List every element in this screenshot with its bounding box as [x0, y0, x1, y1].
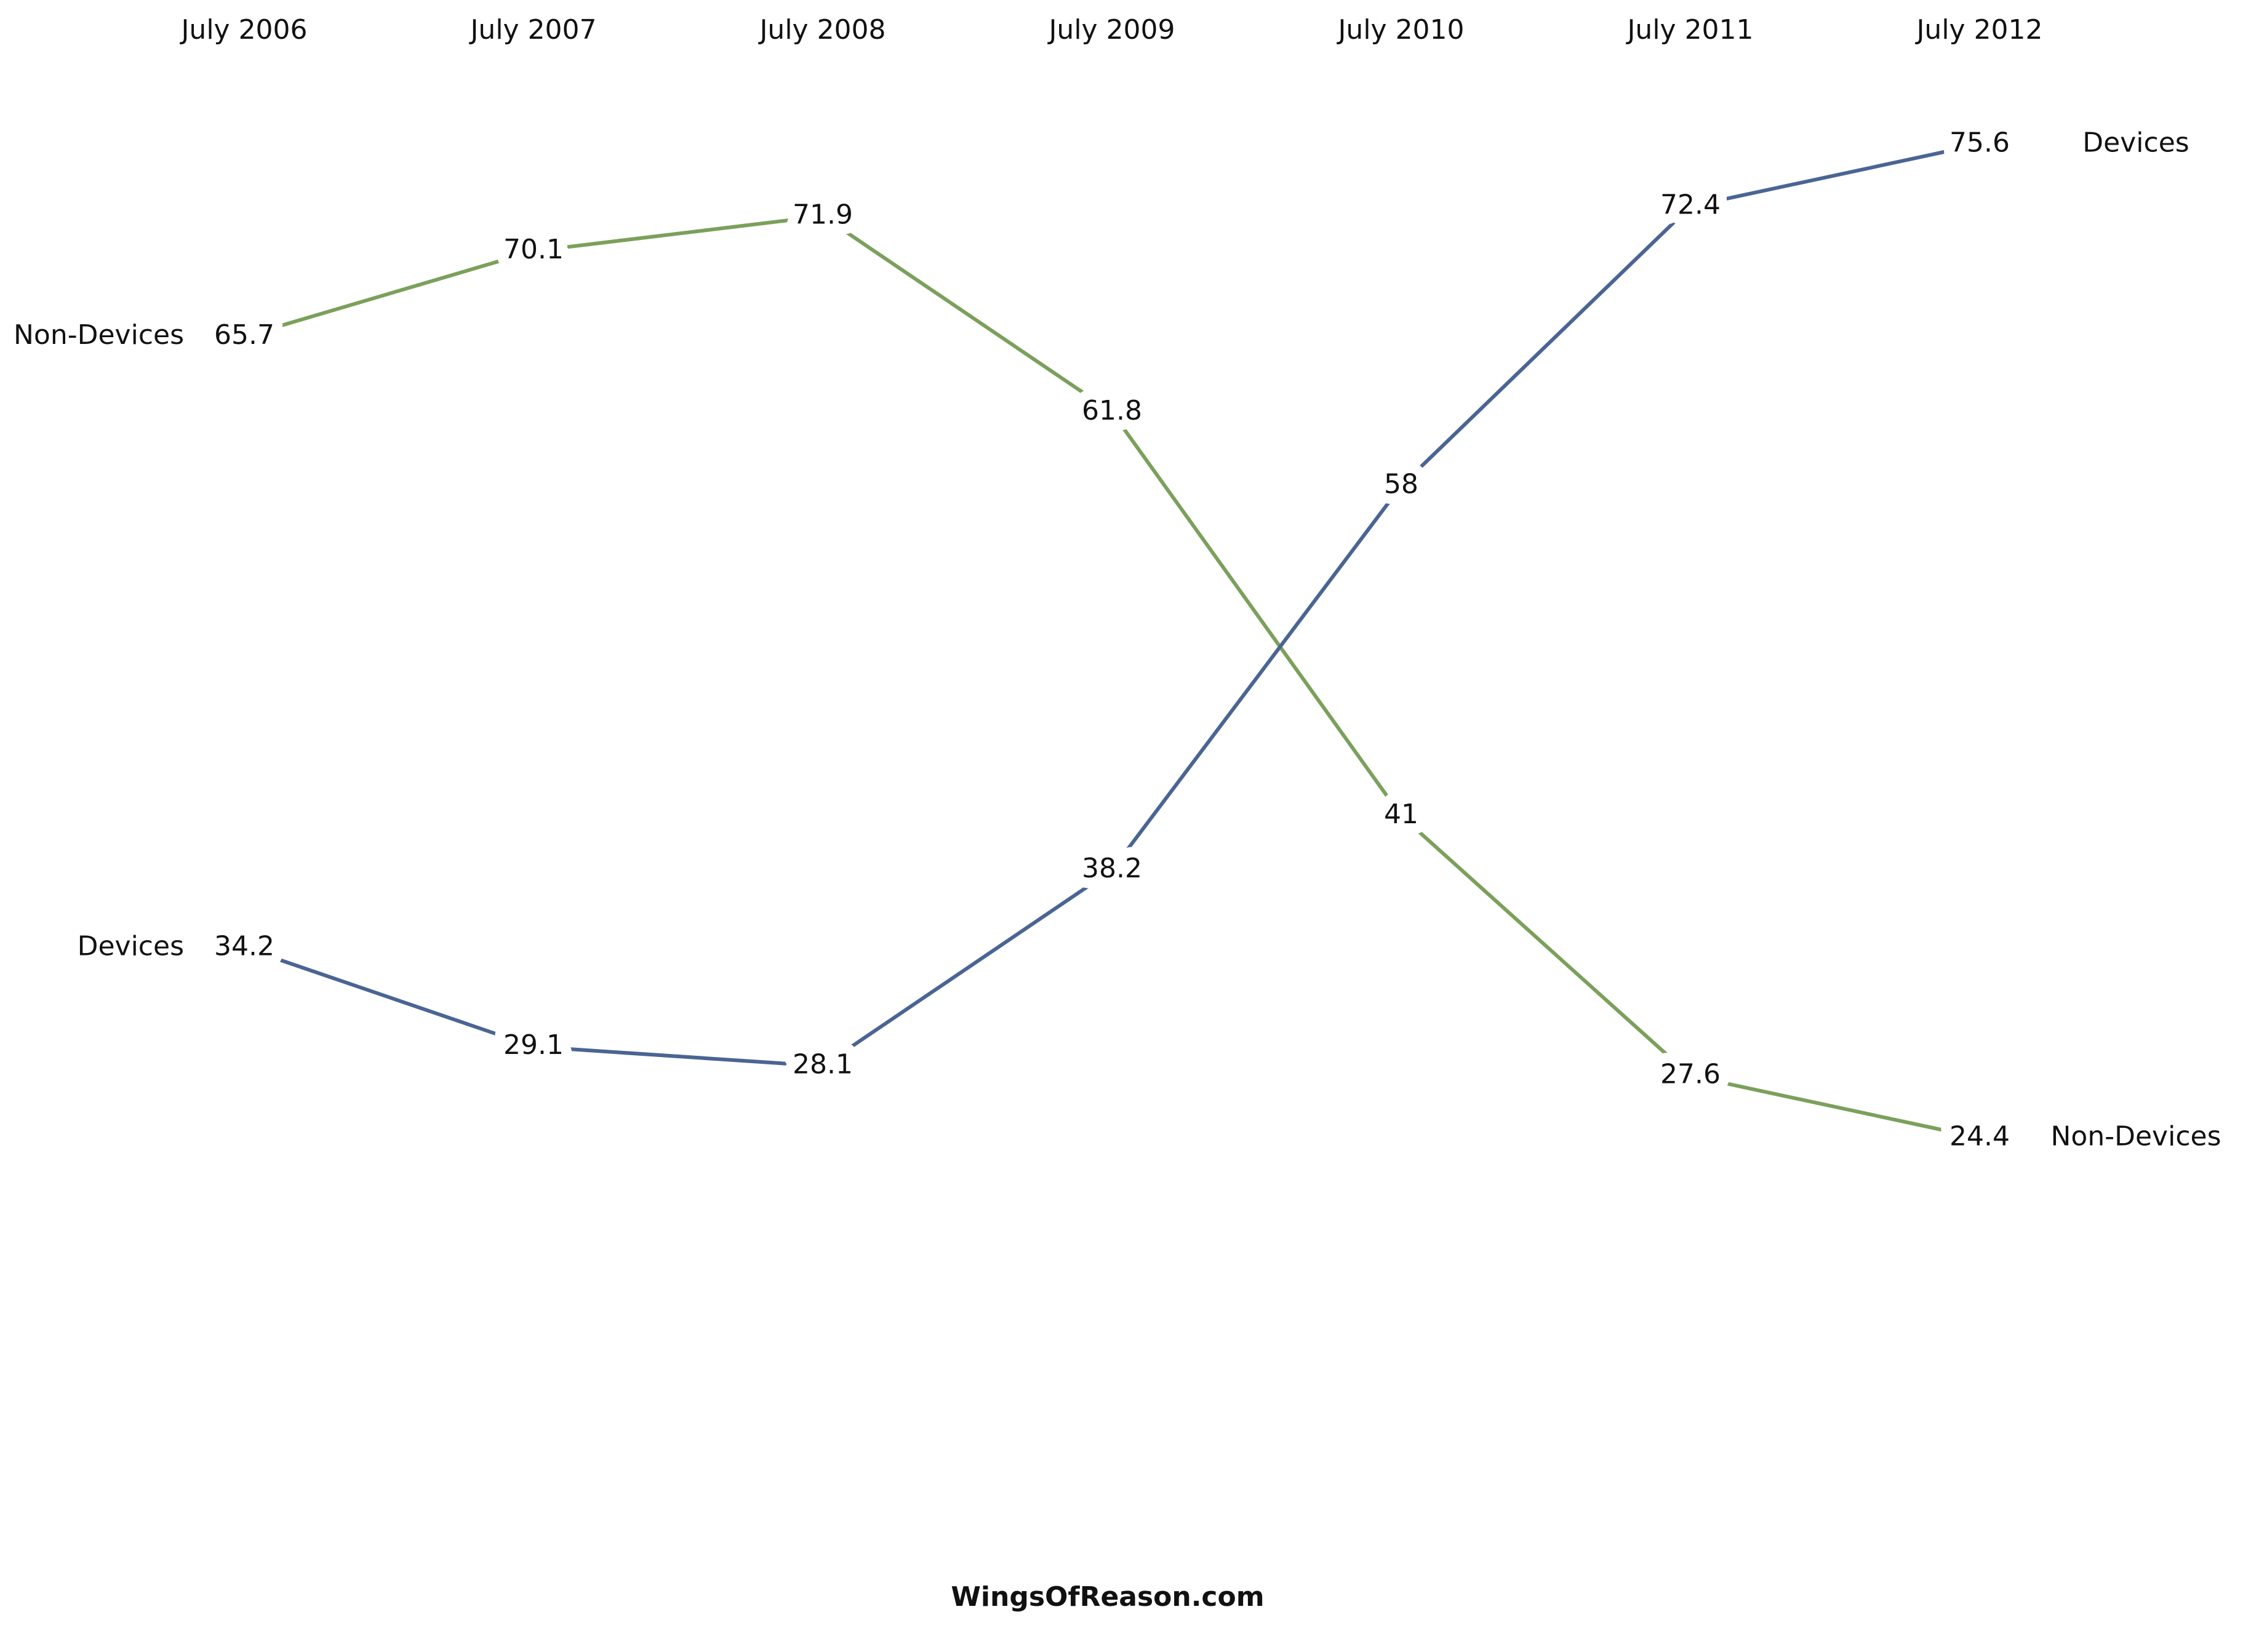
value-label: 58 [1384, 469, 1418, 500]
series-line [244, 142, 1980, 1068]
value-label: 38.2 [1082, 853, 1142, 884]
x-category-label: July 2011 [1625, 14, 1753, 46]
credit: WingsOfReason.com [951, 1581, 1264, 1613]
lines [244, 142, 1980, 1140]
series-label-end: Devices [2082, 127, 2189, 159]
value-label: 61.8 [1082, 395, 1142, 426]
series-label-end: Non-Devices [2051, 1120, 2221, 1152]
x-category-label: July 2010 [1336, 14, 1464, 46]
value-label: 75.6 [1949, 127, 2010, 159]
series-label-start: Devices [78, 930, 184, 962]
value-label: 27.6 [1660, 1058, 1721, 1090]
series-line [244, 214, 1980, 1140]
x-category-label: July 2009 [1047, 14, 1175, 46]
x-category-label: July 2007 [468, 14, 596, 46]
value-label: 34.2 [214, 930, 274, 962]
value-label: 29.1 [503, 1029, 564, 1061]
x-category-label: July 2008 [758, 14, 886, 46]
series-label-start: Non-Devices [14, 319, 184, 351]
value-label: 65.7 [214, 319, 274, 351]
value-label: 24.4 [1949, 1120, 2010, 1152]
x-category-label: July 2012 [1914, 14, 2042, 46]
value-label: 41 [1384, 799, 1418, 830]
x-category-label: July 2006 [179, 14, 307, 46]
value-label: 28.1 [793, 1049, 853, 1080]
value-label: 72.4 [1660, 190, 1721, 221]
value-label: 70.1 [503, 234, 564, 265]
value-label: 71.9 [793, 199, 853, 230]
